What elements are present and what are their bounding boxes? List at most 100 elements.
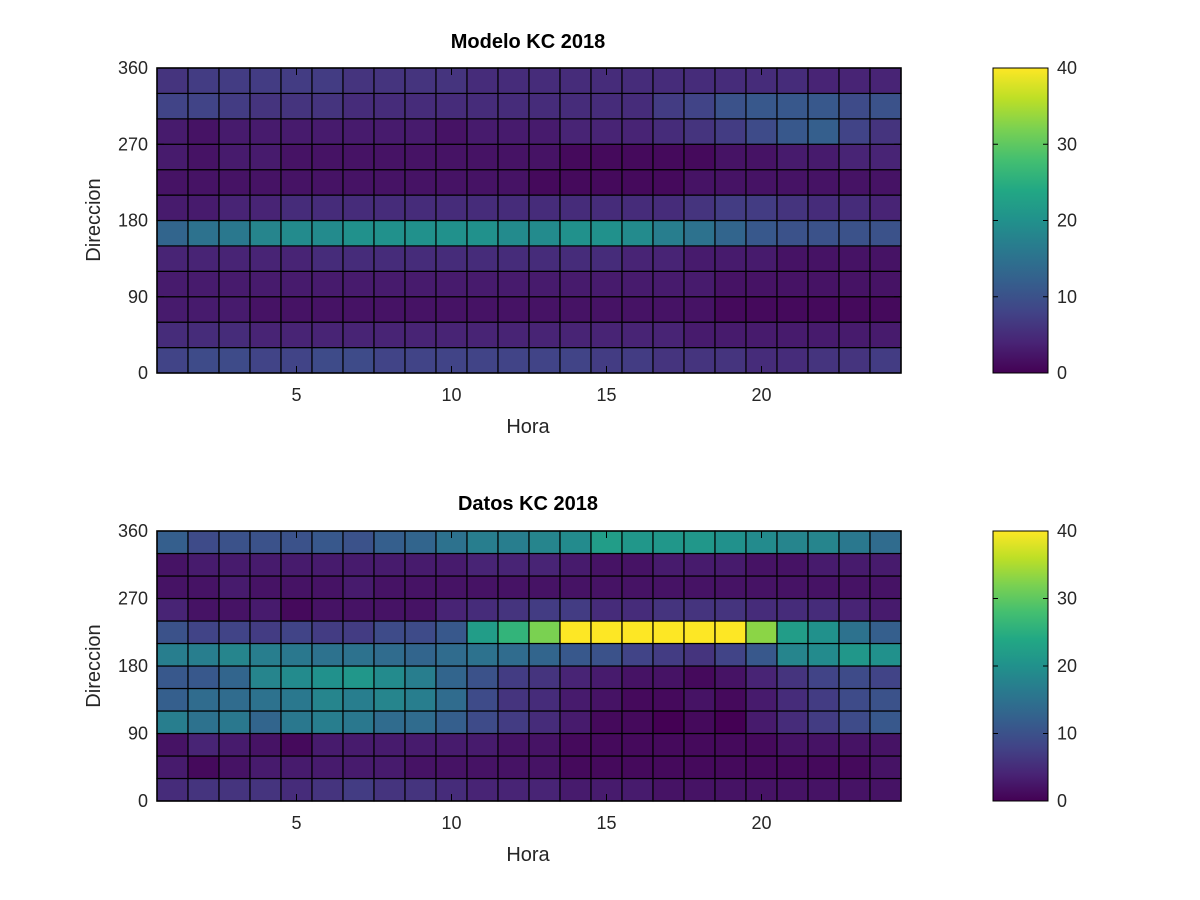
heatmap-cell — [559, 710, 592, 735]
heatmap-cell — [218, 194, 251, 222]
heatmap-cell — [435, 642, 468, 667]
heatmap-cell — [559, 687, 592, 712]
heatmap-cell — [590, 321, 623, 349]
heatmap-cell — [528, 575, 561, 600]
heatmap-cell — [652, 597, 685, 622]
heatmap-cell — [807, 67, 840, 95]
heatmap-cell — [776, 296, 809, 323]
heatmap-cell — [156, 777, 189, 802]
heatmap-cell — [311, 270, 344, 298]
heatmap-cell — [838, 710, 871, 735]
heatmap-cell — [776, 118, 809, 145]
x-tick-label: 5 — [291, 385, 301, 405]
heatmap-cell — [683, 194, 716, 222]
heatmap-cell — [156, 194, 189, 222]
heatmap-cell — [652, 575, 685, 600]
heatmap-cell — [466, 245, 499, 272]
heatmap-cell — [652, 642, 685, 667]
heatmap-cell — [807, 665, 840, 690]
heatmap-cell — [528, 92, 561, 120]
heatmap-cell — [435, 552, 468, 577]
heatmap-cell — [280, 118, 313, 145]
heatmap-cell — [838, 219, 871, 247]
heatmap-cell — [497, 732, 530, 757]
heatmap-cell — [869, 620, 902, 645]
heatmap-cell — [528, 755, 561, 780]
heatmap-cell — [497, 219, 530, 247]
heatmap-cell — [342, 665, 375, 690]
heatmap-cell — [435, 732, 468, 757]
heatmap-cell — [404, 642, 437, 667]
heatmap-cell — [249, 755, 282, 780]
heatmap-cell — [280, 575, 313, 600]
heatmap-cell — [497, 530, 530, 555]
heatmap-cell — [559, 118, 592, 145]
heatmap-cell — [590, 118, 623, 145]
heatmap-cell — [373, 296, 406, 323]
heatmap-cell — [156, 169, 189, 196]
heatmap-cell — [528, 169, 561, 196]
heatmap-cell — [714, 270, 747, 298]
heatmap-cell — [156, 346, 189, 374]
heatmap-cell — [559, 777, 592, 802]
heatmap-cell — [807, 575, 840, 600]
heatmap-cell — [838, 575, 871, 600]
heatmap-cell — [714, 321, 747, 349]
heatmap-cell — [466, 665, 499, 690]
heatmap-cell — [621, 665, 654, 690]
heatmap-cell — [342, 270, 375, 298]
heatmap-cell — [621, 552, 654, 577]
heatmap-cell — [838, 620, 871, 645]
heatmap-cell — [776, 777, 809, 802]
heatmap-cell — [559, 732, 592, 757]
heatmap-cell — [218, 732, 251, 757]
heatmap-cell — [497, 143, 530, 171]
heatmap-cell — [869, 597, 902, 622]
heatmap-cell — [683, 346, 716, 374]
heatmap-cell — [373, 194, 406, 222]
heatmap-cell — [776, 169, 809, 196]
heatmap-cell — [280, 710, 313, 735]
colorbar-ticks: 0 10 20 30 40 — [993, 521, 1077, 811]
heatmap-cell — [156, 597, 189, 622]
heatmap-cell — [807, 755, 840, 780]
heatmap-cell — [156, 296, 189, 323]
heatmap-cell — [404, 732, 437, 757]
heatmap-cell — [156, 321, 189, 349]
heatmap-cell — [838, 687, 871, 712]
x-axis-label: Hora — [506, 416, 550, 438]
heatmap-cell — [652, 67, 685, 95]
heatmap-cell — [218, 710, 251, 735]
heatmap-cell — [683, 219, 716, 247]
heatmap-cell — [559, 575, 592, 600]
heatmap-cell — [745, 687, 778, 712]
heatmap-cell — [280, 296, 313, 323]
heatmap-cell — [249, 642, 282, 667]
heatmap-cell — [497, 296, 530, 323]
heatmap-cell — [745, 169, 778, 196]
heatmap-cell — [249, 118, 282, 145]
heatmap-cell — [652, 143, 685, 171]
heatmap-cell — [807, 194, 840, 222]
heatmap-cell — [497, 245, 530, 272]
heatmap-cell — [621, 777, 654, 802]
heatmap-cell — [869, 296, 902, 323]
heatmap-cell — [652, 169, 685, 196]
heatmap-cell — [652, 530, 685, 555]
heatmap-cell — [466, 732, 499, 757]
heatmap-cell — [807, 296, 840, 323]
heatmap-cell — [187, 296, 220, 323]
heatmap-cell — [807, 118, 840, 145]
heatmap-cell — [497, 552, 530, 577]
x-axis-label: Hora — [506, 844, 550, 866]
heatmap-cell — [776, 755, 809, 780]
heatmap-cell — [156, 92, 189, 120]
heatmap-cell — [621, 620, 654, 645]
heatmap-cell — [807, 530, 840, 555]
heatmap-cell — [435, 118, 468, 145]
x-tick-label: 15 — [596, 385, 616, 405]
heatmap-cell — [559, 296, 592, 323]
heatmap-cell — [838, 169, 871, 196]
heatmap-cell — [373, 169, 406, 196]
heatmap-cell — [559, 270, 592, 298]
